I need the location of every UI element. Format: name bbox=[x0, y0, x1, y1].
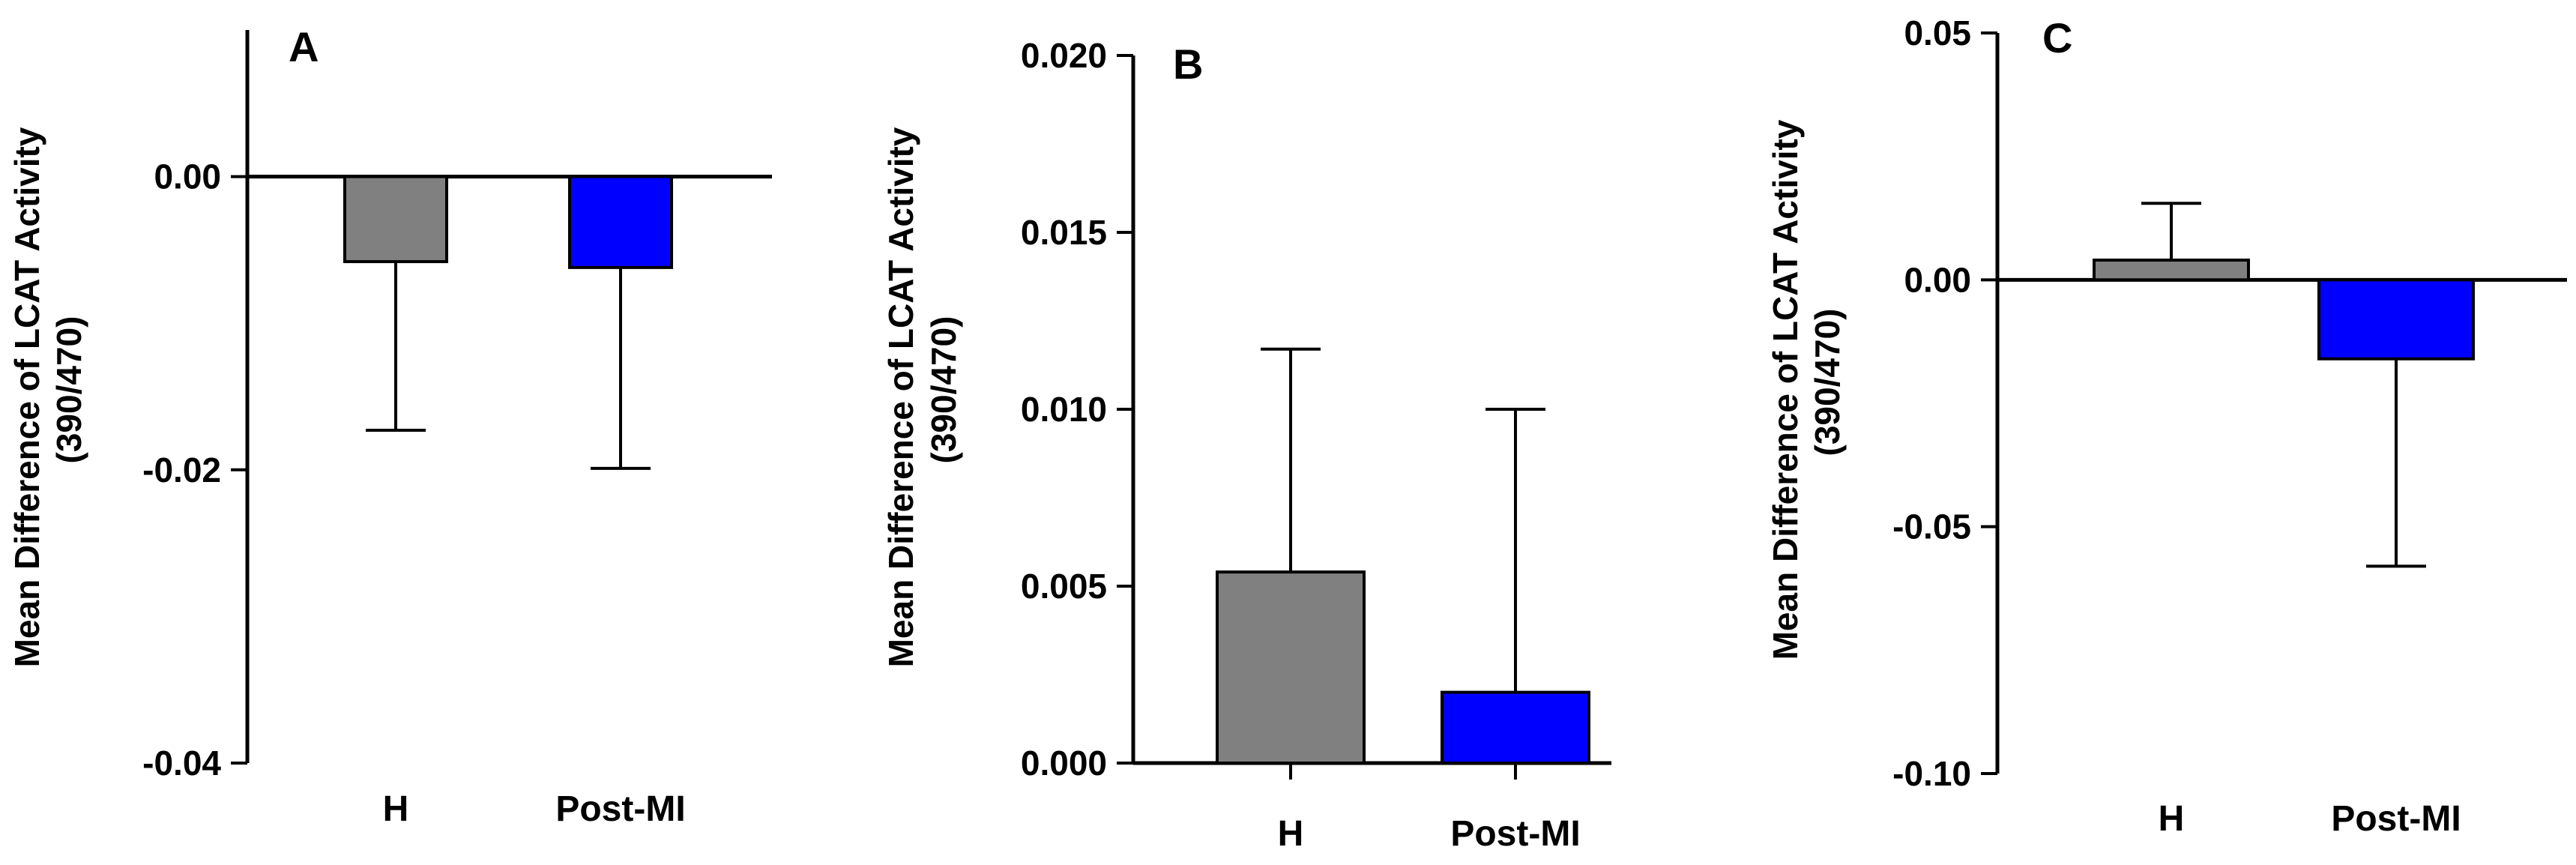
bar-post-mi bbox=[568, 175, 673, 269]
chart-panel-c: -0.10 -0.05 0.00 0.05 H Post-MI C Mean Differen… bbox=[1766, 13, 2567, 839]
y-tick-label: 0.00 bbox=[154, 157, 221, 196]
chart-panel-b: 0.000 0.005 0.010 0.015 0.020 H Post-MI B Mean D… bbox=[881, 36, 1611, 854]
bar-h bbox=[343, 175, 448, 264]
panel-label: B bbox=[1173, 40, 1203, 88]
panel-label: A bbox=[289, 23, 319, 70]
y-axis-label-units: (390/470) bbox=[49, 316, 88, 464]
chart-panel-a: -0.04 -0.02 0.00 H Post-MI A Mean Difference o… bbox=[7, 23, 772, 829]
category-label: Post-MI bbox=[2331, 799, 2461, 839]
y-axis-label-units: (390/470) bbox=[924, 316, 963, 464]
y-tick-label: 0.005 bbox=[1021, 567, 1107, 606]
y-tick-label: -0.10 bbox=[1892, 754, 1971, 793]
bar-h bbox=[1216, 570, 1366, 765]
y-axis-label-units: (390/470) bbox=[1808, 309, 1847, 456]
category-label: H bbox=[383, 789, 409, 829]
y-tick-label: -0.02 bbox=[142, 450, 221, 489]
y-tick-label: 0.00 bbox=[1904, 260, 1971, 299]
y-tick-label: -0.05 bbox=[1892, 507, 1971, 546]
y-tick-label: 0.015 bbox=[1021, 213, 1107, 252]
category-label: H bbox=[1278, 814, 1304, 854]
category-label: H bbox=[2159, 799, 2185, 839]
category-label: Post-MI bbox=[555, 789, 685, 829]
y-axis-label: Mean Difference of LCAT Activity bbox=[7, 127, 46, 667]
bar-h bbox=[2093, 258, 2250, 282]
panel-label: C bbox=[2042, 14, 2072, 61]
y-axis-label: Mean Difference of LCAT Activity bbox=[881, 127, 920, 667]
y-tick-label: 0.010 bbox=[1021, 390, 1107, 429]
y-tick-label: -0.04 bbox=[142, 744, 221, 783]
bar-post-mi bbox=[2317, 278, 2475, 361]
bar-post-mi bbox=[1441, 690, 1590, 765]
category-label: Post-MI bbox=[1450, 814, 1580, 854]
y-tick-label: 0.020 bbox=[1021, 36, 1107, 75]
y-tick-label: 0.05 bbox=[1904, 13, 1971, 52]
y-tick-label: 0.000 bbox=[1021, 744, 1107, 783]
y-axis-label: Mean Difference of LCAT Activity bbox=[1766, 119, 1805, 660]
